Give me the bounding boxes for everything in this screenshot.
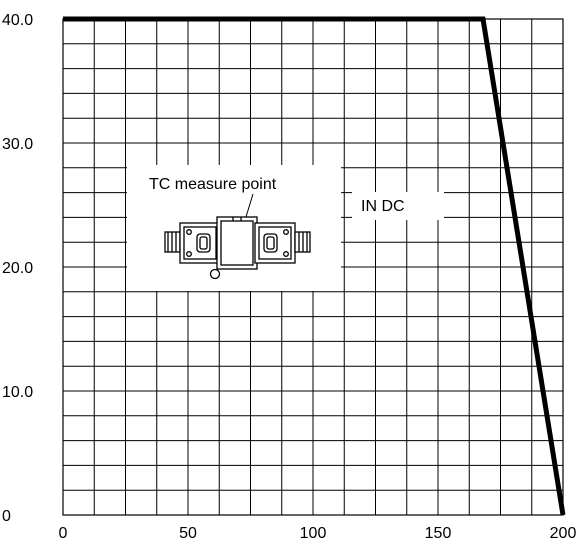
series-layer [63,16,566,516]
series-label-in-dc: IN DC [361,198,405,215]
y-tick-label: 0 [2,508,11,525]
series-line-0 [63,16,566,516]
x-tick-labels: 0 50 100 150 200 [59,525,577,542]
x-tick-label: 0 [59,525,68,542]
x-tick-label: 150 [425,525,452,542]
y-tick-label: 20.0 [2,260,33,277]
connector-icon [164,216,311,280]
tc-measure-inset: TC measure point [127,165,341,291]
series-label-background [352,192,444,220]
y-tick-label: 10.0 [2,384,33,401]
y-tick-label: 30.0 [2,136,33,153]
y-tick-label: 40.0 [2,12,33,29]
tc-measure-label: TC measure point [149,176,277,193]
x-tick-label: 100 [300,525,327,542]
y-tick-labels: 0 10.0 20.0 30.0 40.0 [2,12,33,525]
x-tick-label: 200 [550,525,577,542]
x-tick-label: 50 [179,525,197,542]
